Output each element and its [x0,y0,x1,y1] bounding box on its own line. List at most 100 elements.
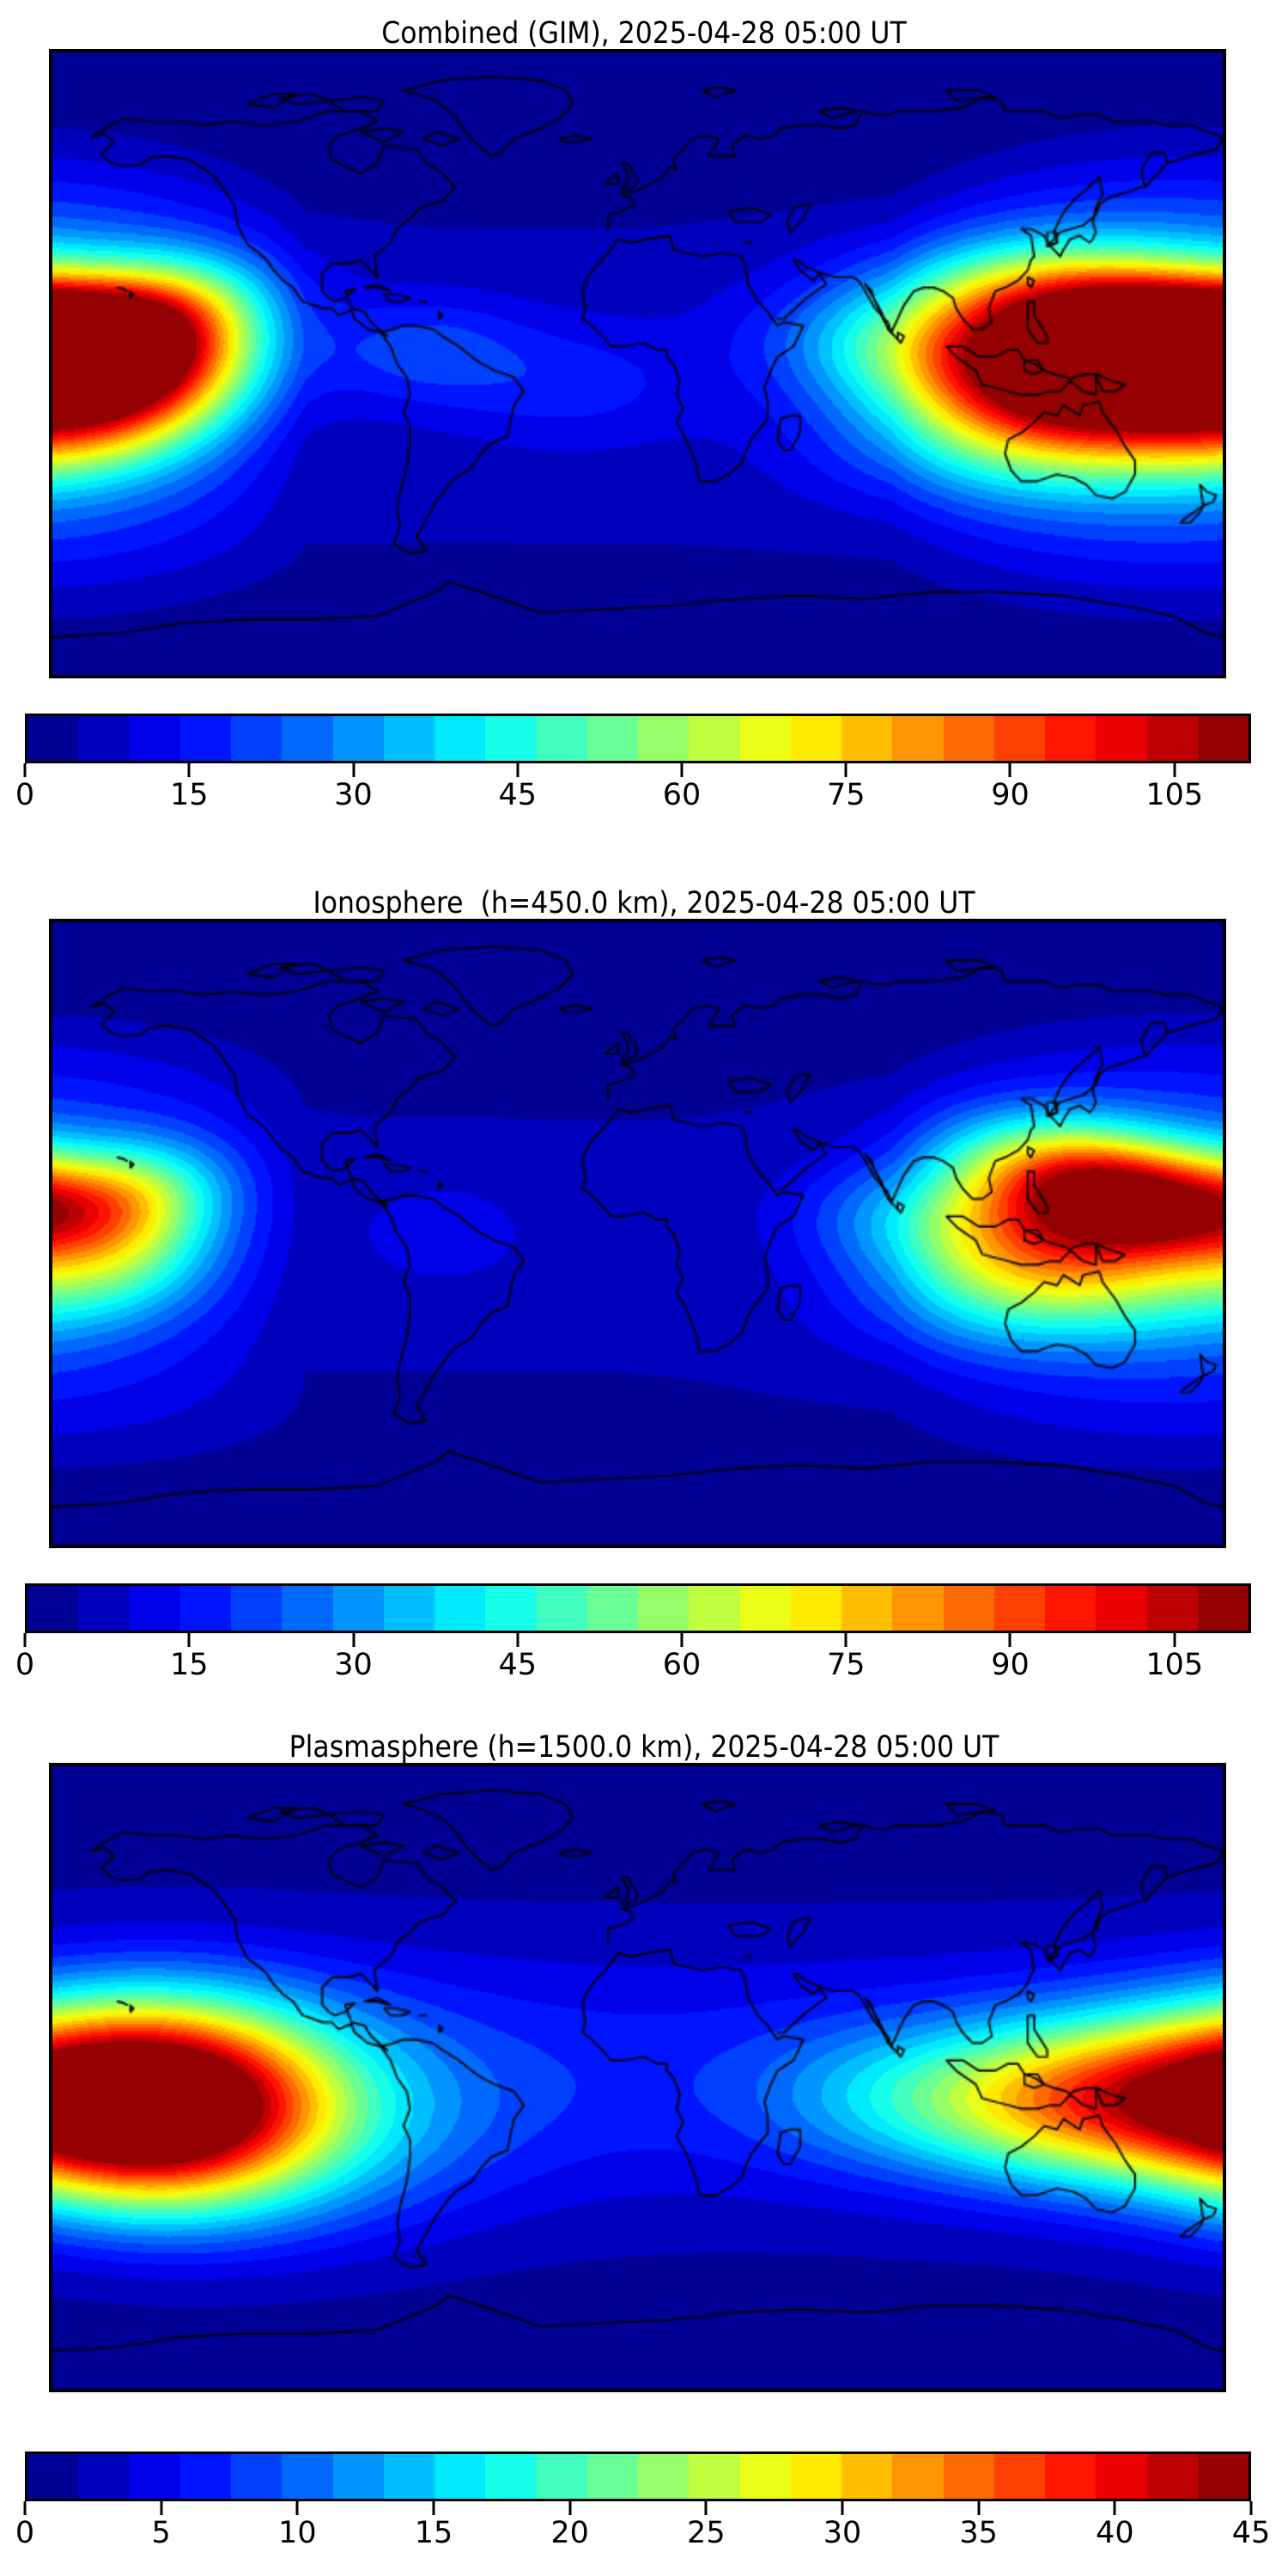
map-canvas-combined-gim [52,52,1223,675]
colorbar-band [383,1586,434,1631]
colorbar-band [841,2454,893,2499]
colorbar-tick [1113,2501,1116,2515]
colorbar-band [943,1586,994,1631]
colorbar-tick-label: 0 [15,1648,35,1682]
colorbar-band [129,1586,180,1631]
colorbar-gradient-plasmasphere [25,2451,1251,2501]
colorbar-band [231,1586,283,1631]
map-plasmasphere [49,1763,1226,2392]
colorbar-band [1045,716,1097,761]
colorbar-band [739,716,791,761]
colorbar-tick [1008,763,1012,777]
colorbar-band [332,1586,384,1631]
colorbar-band [179,2454,231,2499]
colorbar-tick-label: 5 [151,2516,171,2550]
colorbar-band [689,716,740,761]
map-ionosphere [49,919,1226,1548]
colorbar-band [78,1586,130,1631]
colorbar-tick [680,1633,683,1647]
colorbar-tick-label: 75 [826,778,866,812]
colorbar-tick-label: 60 [662,1648,702,1682]
colorbar-band [282,2454,333,2499]
colorbar-tick [1249,2501,1253,2515]
colorbar-band [689,1586,740,1631]
colorbar-band [739,1586,791,1631]
colorbar-band [332,716,384,761]
colorbar-tick-label: 30 [334,778,373,812]
colorbar-band [892,716,944,761]
colorbar-labels-combined-gim: 0 15 30 45 60 75 90 105 [15,778,1251,815]
colorbar-tick [516,763,519,777]
colorbar-band [78,716,130,761]
colorbar-band [689,2454,740,2499]
map-canvas-ionosphere [52,922,1223,1545]
colorbar-ticks-plasmasphere [23,2501,1253,2515]
colorbar-ticks-ionosphere [23,1633,1251,1647]
colorbar-band [383,2454,434,2499]
colorbar-tick-label: 15 [169,778,209,812]
colorbar-band [790,1586,841,1631]
colorbar-band [434,716,486,761]
colorbar-tick [352,763,355,777]
colorbar-band [485,1586,537,1631]
colorbar-band [332,2454,384,2499]
colorbar-band [1096,1586,1147,1631]
colorbar-band [434,1586,486,1631]
colorbar-band [586,716,638,761]
colorbar-band [485,716,537,761]
colorbar-band [231,716,283,761]
colorbar-tick [23,1633,27,1647]
colorbar-band [129,2454,180,2499]
colorbar-gradient-ionosphere [25,1583,1251,1633]
colorbar-combined-gim: 0 15 30 45 60 75 90 105 [15,714,1251,811]
colorbar-tick [1173,763,1176,777]
colorbar-gradient-combined-gim [25,714,1251,763]
colorbar-band [1146,2454,1198,2499]
colorbar-tick-label: 45 [498,1648,538,1682]
colorbar-tick-label: 0 [15,778,35,812]
colorbar-band [993,2454,1045,2499]
colorbar-tick-label: 15 [414,2516,453,2550]
colorbar-labels-plasmasphere: 0 5 10 15 20 25 30 35 40 45 [15,2516,1270,2553]
colorbar-band [1045,2454,1097,2499]
colorbar-band [638,2454,690,2499]
panel-title-combined-gim: Combined (GIM), 2025-04-28 05:00 UT [381,16,907,51]
colorbar-band [790,2454,841,2499]
panel-title-ionosphere: Ionosphere (h=450.0 km), 2025-04-28 05:0… [313,886,975,920]
colorbar-band [282,716,333,761]
colorbar-tick-label: 20 [550,2516,589,2550]
colorbar-band [179,1586,231,1631]
colorbar-band [231,2454,283,2499]
colorbar-tick-label: 30 [823,2516,862,2550]
colorbar-band [1096,2454,1147,2499]
colorbar-tick-label: 60 [662,778,702,812]
colorbar-tick [187,763,191,777]
colorbar-tick-label: 15 [169,1648,209,1682]
colorbar-tick [352,1633,355,1647]
colorbar-band [638,1586,690,1631]
colorbar-band [536,2454,587,2499]
colorbar-band [892,1586,944,1631]
colorbar-tick [844,1633,848,1647]
colorbar-tick [704,2501,708,2515]
colorbar-tick-label: 105 [1145,778,1204,812]
colorbar-band [179,716,231,761]
colorbar-band [1197,2454,1249,2499]
map-canvas-plasmasphere [52,1766,1223,2389]
colorbar-tick [187,1633,191,1647]
colorbar-band [943,716,994,761]
panel-title-plasmasphere: Plasmasphere (h=1500.0 km), 2025-04-28 0… [289,1730,999,1765]
colorbar-tick [1008,1633,1012,1647]
colorbar-tick-label: 45 [498,778,538,812]
colorbar-labels-ionosphere: 0 15 30 45 60 75 90 105 [15,1648,1251,1685]
map-combined-gim [49,49,1226,678]
colorbar-tick [977,2501,981,2515]
colorbar-band [383,716,434,761]
colorbar-band [536,716,587,761]
colorbar-tick-label: 75 [826,1648,866,1682]
colorbar-band [282,1586,333,1631]
colorbar-band [993,1586,1045,1631]
colorbar-band [536,1586,587,1631]
colorbar-band [586,2454,638,2499]
